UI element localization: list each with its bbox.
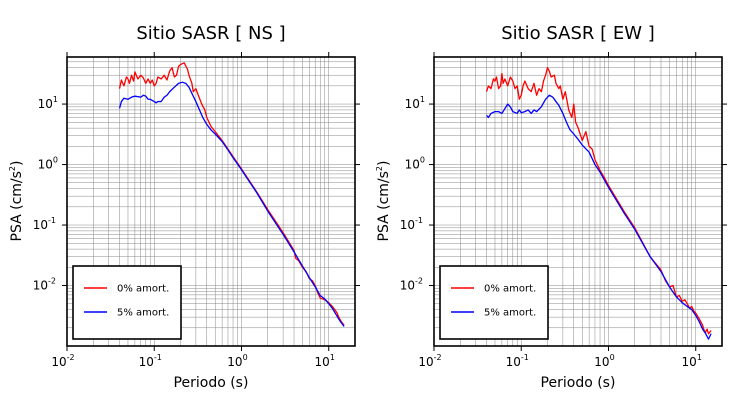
legend-label-1: 5% amort.	[484, 308, 536, 319]
legend-box	[439, 265, 549, 340]
legend-label-0: 0% amort.	[117, 284, 169, 295]
series-line-0	[485, 67, 712, 335]
chart-panel-ew: Sitio SASR [ EW ] 10-2 10-1 100 101 10-2 10-1…	[375, 23, 727, 391]
series-lines	[485, 67, 712, 340]
y-tick-label: 100	[405, 156, 425, 172]
plot-frame	[66, 56, 356, 347]
chart-title: Sitio SASR [ NS ]	[136, 23, 285, 44]
legend-label-0: 0% amort.	[484, 284, 536, 295]
x-tick-label: 10-2	[51, 353, 74, 369]
series-line-1	[486, 94, 712, 340]
y-tick-label: 101	[405, 95, 425, 111]
y-tick-label: 10-1	[33, 216, 56, 232]
series-line-1	[118, 81, 345, 327]
y-axis-label: PSA (cm/s2)	[8, 161, 25, 242]
grid	[67, 57, 355, 346]
chart-title: Sitio SASR [ EW ]	[501, 23, 655, 44]
x-tick-label: 10-1	[139, 353, 162, 369]
legend: 0% amort. 5% amort.	[439, 265, 549, 340]
x-tick-label: 10-2	[418, 353, 441, 369]
plot-frame	[433, 56, 723, 347]
y-tick-label: 10-2	[400, 277, 423, 293]
x-tick-label: 10-1	[506, 353, 529, 369]
x-tick-label: 100	[594, 353, 614, 369]
x-tick-label: 101	[315, 353, 335, 369]
legend: 0% amort. 5% amort.	[72, 265, 182, 340]
series-line-0	[118, 62, 345, 326]
legend-box	[72, 265, 182, 340]
series-lines	[118, 62, 345, 327]
y-tick-label: 101	[38, 95, 58, 111]
x-tick-label: 101	[682, 353, 702, 369]
y-tick-label: 10-1	[400, 216, 423, 232]
y-tick-label: 10-2	[33, 277, 56, 293]
x-axis-label: Periodo (s)	[174, 375, 249, 391]
chart-panel-ns: Sitio SASR [ NS ] 10-2 10-1 100 101 10-2 10-1…	[8, 23, 360, 391]
y-axis-label: PSA (cm/s2)	[375, 161, 392, 242]
legend-label-1: 5% amort.	[117, 308, 169, 319]
y-tick-label: 100	[38, 156, 58, 172]
x-axis-label: Periodo (s)	[541, 375, 616, 391]
x-tick-label: 100	[227, 353, 247, 369]
